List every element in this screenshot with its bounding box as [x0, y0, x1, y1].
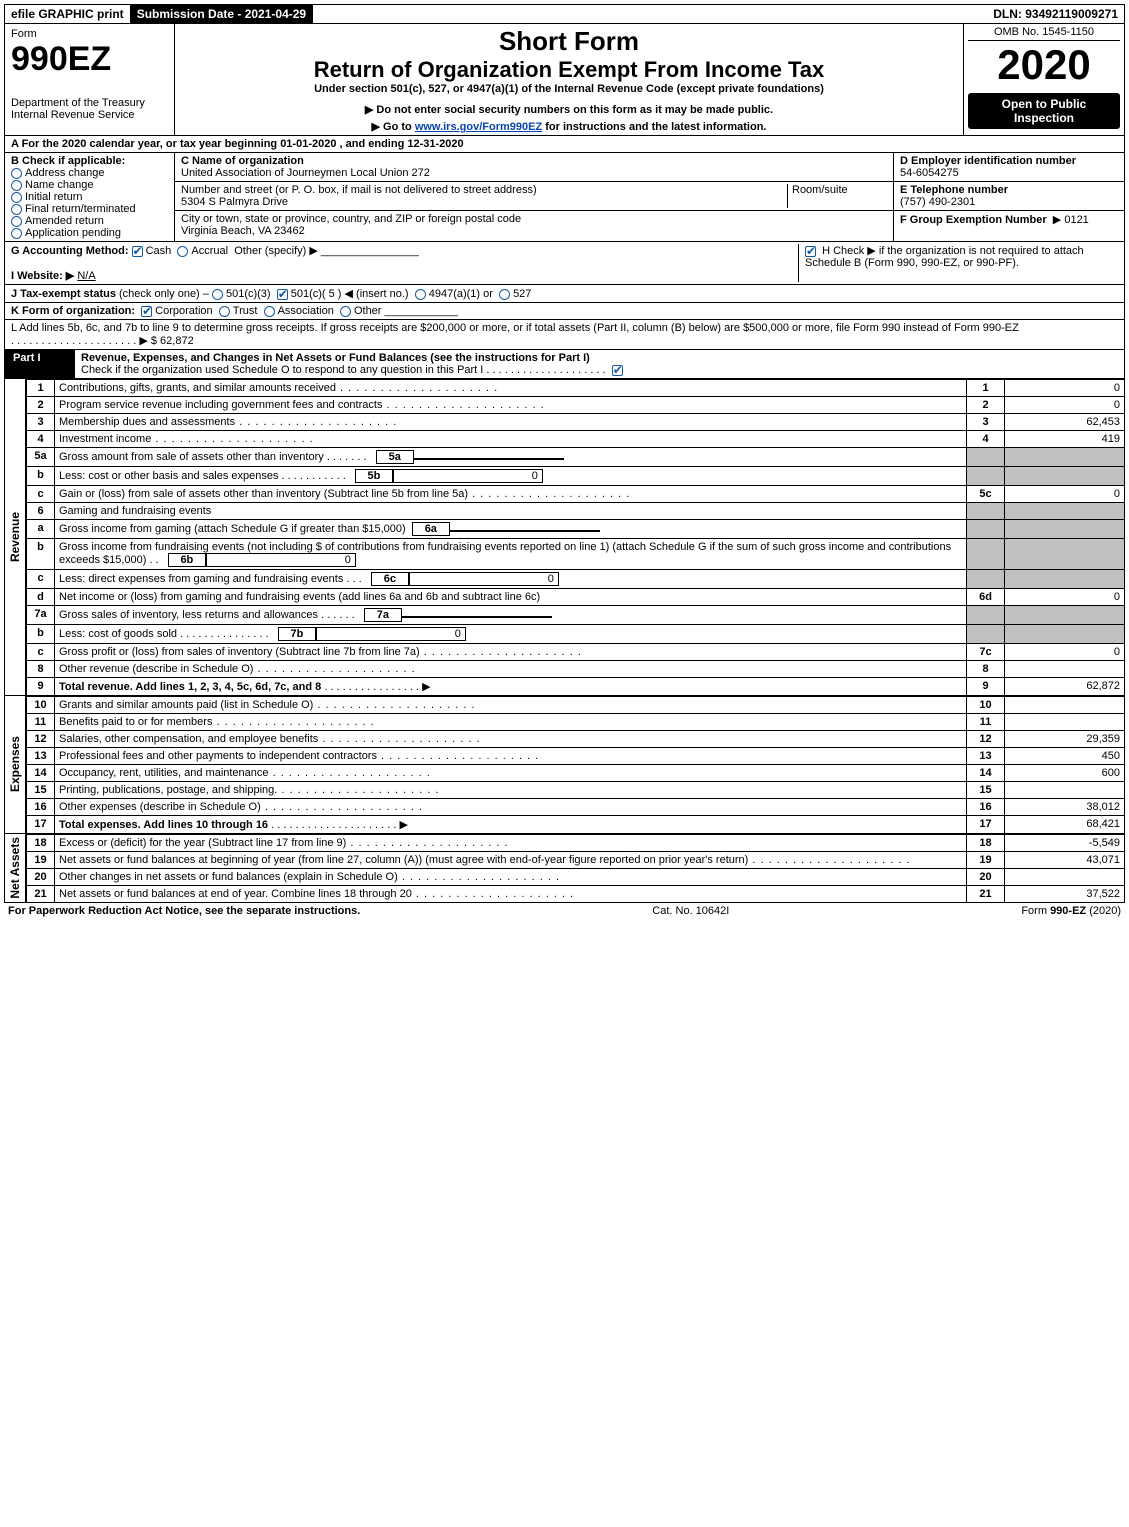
- revenue-table: 1Contributions, gifts, grants, and simil…: [26, 379, 1125, 696]
- chk-initial-return[interactable]: Initial return: [11, 191, 168, 203]
- revenue-label: Revenue: [8, 512, 22, 562]
- expenses-table: 10Grants and similar amounts paid (list …: [26, 696, 1125, 834]
- expenses-label: Expenses: [8, 736, 22, 792]
- form-number: 990EZ: [11, 40, 168, 79]
- goto-link[interactable]: www.irs.gov/Form990EZ: [415, 121, 542, 133]
- part1-schedO: Check if the organization used Schedule …: [81, 364, 483, 376]
- box-c-label: C Name of organization: [181, 155, 304, 167]
- part1-label: Part I: [5, 350, 75, 378]
- chk-4947[interactable]: [415, 289, 426, 300]
- form-header: Form 990EZ Department of the Treasury In…: [4, 24, 1125, 136]
- goto-pre: Go to: [383, 121, 415, 133]
- row-g-h: G Accounting Method: Cash Accrual Other …: [4, 242, 1125, 285]
- dept: Department of the Treasury: [11, 97, 168, 109]
- dln: DLN: 93492119009271: [987, 5, 1124, 23]
- chk-assoc[interactable]: [264, 306, 275, 317]
- i-label: I Website: ▶: [11, 270, 74, 282]
- top-bar: efile GRAPHIC print Submission Date - 20…: [4, 4, 1125, 24]
- omb-number: OMB No. 1545-1150: [968, 26, 1120, 41]
- j-line: J Tax-exempt status (check only one) – 5…: [4, 285, 1125, 303]
- irs: Internal Revenue Service: [11, 109, 168, 121]
- subtitle: Under section 501(c), 527, or 4947(a)(1)…: [181, 83, 957, 95]
- box-d-e-f: D Employer identification number 54-6054…: [894, 153, 1124, 241]
- chk-application-pending[interactable]: Application pending: [11, 227, 168, 239]
- box-c: C Name of organization United Associatio…: [175, 153, 894, 241]
- chk-accrual[interactable]: [177, 246, 188, 257]
- l-line: L Add lines 5b, 6c, and 7b to line 9 to …: [4, 320, 1125, 350]
- chk-corp[interactable]: [141, 306, 152, 317]
- period-line: A For the 2020 calendar year, or tax yea…: [4, 136, 1125, 153]
- header-mid: Short Form Return of Organization Exempt…: [175, 24, 964, 135]
- org-name: United Association of Journeymen Local U…: [181, 167, 430, 179]
- ssn-warning: Do not enter social security numbers on …: [181, 103, 957, 116]
- ein: 54-6054275: [900, 167, 959, 179]
- netassets-label: Net Assets: [8, 837, 22, 899]
- form-ref: Form 990-EZ (2020): [1021, 905, 1121, 917]
- netassets-table: 18Excess or (deficit) for the year (Subt…: [26, 834, 1125, 903]
- chk-final-return[interactable]: Final return/terminated: [11, 203, 168, 215]
- goto-post: for instructions and the latest informat…: [542, 121, 766, 133]
- open-to-public: Open to Public Inspection: [968, 93, 1120, 129]
- netassets-section: Net Assets 18Excess or (deficit) for the…: [4, 834, 1125, 903]
- header-right: OMB No. 1545-1150 2020 Open to Public In…: [964, 24, 1124, 135]
- chk-name-change[interactable]: Name change: [11, 179, 168, 191]
- room-suite-label: Room/suite: [787, 184, 887, 208]
- return-title: Return of Organization Exempt From Incom…: [181, 57, 957, 83]
- part1-heading: Revenue, Expenses, and Changes in Net As…: [81, 352, 590, 364]
- box-b: B Check if applicable: Address change Na…: [5, 153, 175, 241]
- l-amount: $ 62,872: [151, 335, 194, 347]
- tax-year: 2020: [968, 41, 1120, 89]
- chk-trust[interactable]: [219, 306, 230, 317]
- tel: (757) 490-2301: [900, 196, 975, 208]
- part1-bar: Part I Revenue, Expenses, and Changes in…: [4, 350, 1125, 379]
- street-label: Number and street (or P. O. box, if mail…: [181, 184, 537, 196]
- tel-label: E Telephone number: [900, 184, 1008, 196]
- city-label: City or town, state or province, country…: [181, 213, 521, 225]
- chk-501c3[interactable]: [212, 289, 223, 300]
- group-label: F Group Exemption Number: [900, 214, 1047, 226]
- short-form-title: Short Form: [181, 26, 957, 57]
- submission-date: Submission Date - 2021-04-29: [131, 5, 313, 23]
- entity-block: B Check if applicable: Address change Na…: [4, 153, 1125, 242]
- efile-label: efile GRAPHIC print: [5, 5, 131, 23]
- g-line: G Accounting Method: Cash Accrual Other …: [11, 244, 798, 282]
- chk-schedO[interactable]: [612, 365, 623, 376]
- chk-other-org[interactable]: [340, 306, 351, 317]
- chk-cash[interactable]: [132, 246, 143, 257]
- box-b-label: B Check if applicable:: [11, 155, 168, 167]
- ein-label: D Employer identification number: [900, 155, 1076, 167]
- expenses-section: Expenses 10Grants and similar amounts pa…: [4, 696, 1125, 834]
- form-word: Form: [11, 28, 168, 40]
- k-line: K Form of organization: Corporation Trus…: [4, 303, 1125, 320]
- goto-line: ▶ Go to www.irs.gov/Form990EZ for instru…: [181, 120, 957, 133]
- group-number: 0121: [1064, 214, 1088, 226]
- city: Virginia Beach, VA 23462: [181, 225, 305, 237]
- chk-501c[interactable]: [277, 289, 288, 300]
- catalog-number: Cat. No. 10642I: [652, 905, 729, 917]
- chk-h[interactable]: [805, 246, 816, 257]
- website: N/A: [77, 270, 95, 282]
- header-left: Form 990EZ Department of the Treasury In…: [5, 24, 175, 135]
- footer: For Paperwork Reduction Act Notice, see …: [4, 903, 1125, 919]
- chk-amended-return[interactable]: Amended return: [11, 215, 168, 227]
- revenue-section: Revenue 1Contributions, gifts, grants, a…: [4, 379, 1125, 696]
- pra-notice: For Paperwork Reduction Act Notice, see …: [8, 905, 360, 917]
- street: 5304 S Palmyra Drive: [181, 196, 288, 208]
- chk-address-change[interactable]: Address change: [11, 167, 168, 179]
- chk-527[interactable]: [499, 289, 510, 300]
- h-line: H Check ▶ if the organization is not req…: [798, 244, 1118, 282]
